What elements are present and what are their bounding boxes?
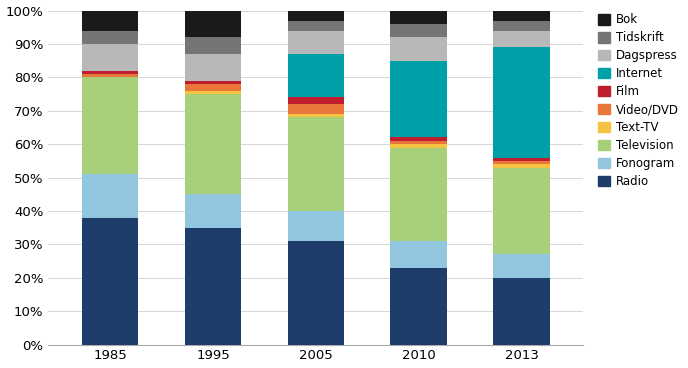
Bar xyxy=(184,81,241,84)
Bar xyxy=(184,94,241,194)
Bar xyxy=(493,167,550,254)
Bar xyxy=(391,11,447,24)
Bar xyxy=(288,114,344,117)
Bar xyxy=(391,61,447,138)
Bar xyxy=(391,37,447,61)
Bar xyxy=(288,104,344,114)
Bar xyxy=(493,31,550,47)
Bar xyxy=(288,11,344,21)
Bar xyxy=(391,138,447,141)
Bar xyxy=(493,164,550,167)
Bar xyxy=(493,158,550,161)
Bar xyxy=(391,141,447,144)
Bar xyxy=(82,174,138,217)
Bar xyxy=(391,148,447,241)
Bar xyxy=(288,211,344,241)
Bar xyxy=(82,71,138,74)
Bar xyxy=(184,84,241,91)
Bar xyxy=(184,228,241,344)
Bar xyxy=(82,74,138,77)
Bar xyxy=(184,91,241,94)
Bar xyxy=(391,241,447,268)
Bar xyxy=(82,44,138,71)
Bar xyxy=(493,11,550,21)
Bar xyxy=(288,21,344,31)
Legend: Bok, Tidskrift, Dagspress, Internet, Film, Video/DVD, Text-TV, Television, Fonog: Bok, Tidskrift, Dagspress, Internet, Fil… xyxy=(594,10,682,191)
Bar xyxy=(493,161,550,164)
Bar xyxy=(288,117,344,211)
Bar xyxy=(288,241,344,344)
Bar xyxy=(82,31,138,44)
Bar xyxy=(391,268,447,344)
Bar xyxy=(184,37,241,54)
Bar xyxy=(288,31,344,54)
Bar xyxy=(493,278,550,344)
Bar xyxy=(82,217,138,344)
Bar xyxy=(493,47,550,158)
Bar xyxy=(184,11,241,37)
Bar xyxy=(288,54,344,98)
Bar xyxy=(184,54,241,81)
Bar xyxy=(493,254,550,278)
Bar xyxy=(493,21,550,31)
Bar xyxy=(184,194,241,228)
Bar xyxy=(391,144,447,148)
Bar xyxy=(82,77,138,174)
Bar xyxy=(82,11,138,31)
Bar xyxy=(288,98,344,104)
Bar xyxy=(391,24,447,37)
